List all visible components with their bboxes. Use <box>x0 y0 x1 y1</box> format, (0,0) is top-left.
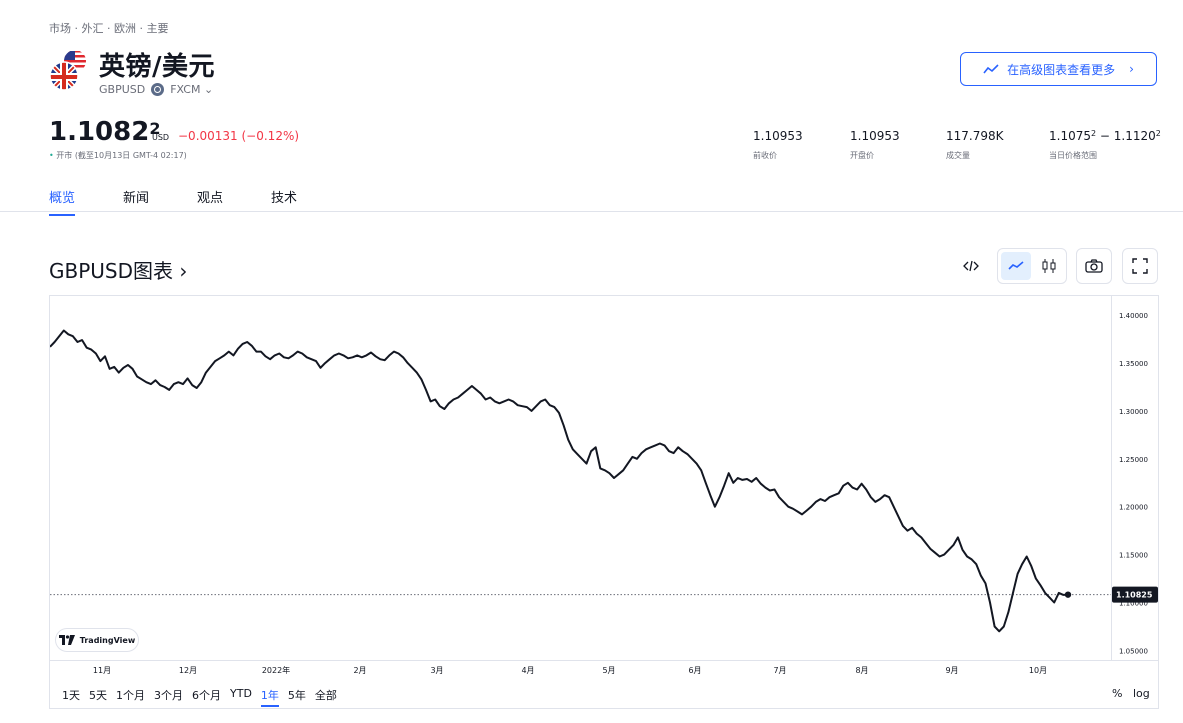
advanced-chart-button[interactable]: 在高级图表查看更多 › <box>960 52 1157 86</box>
stat-volume-value: 117.798K <box>946 129 1004 143</box>
breadcrumb[interactable]: 市场 · 外汇 · 欧洲 · 主要 <box>49 22 169 35</box>
x-tick-label: 10月 <box>1029 666 1047 675</box>
symbol-label: GBPUSD <box>99 83 146 96</box>
y-tick-label: 1.20000 <box>1119 504 1148 512</box>
y-tick-label: 1.05000 <box>1119 647 1148 655</box>
range-selector: 1天 5天 1个月 3个月 6个月 YTD 1年 5年 全部 <box>62 687 346 707</box>
x-tick-label: 11月 <box>93 666 111 675</box>
stat-day-range-label: 当日价格范围 <box>1049 151 1097 160</box>
y-tick-label: 1.25000 <box>1119 456 1148 464</box>
price-chart-svg[interactable]: 1.40000 1.35000 1.30000 1.25000 1.20000 1.150… <box>50 296 1158 708</box>
market-status: • 开市 (截至10月13日 GMT-4 02:17) <box>49 150 187 161</box>
line-chart-button[interactable] <box>1001 252 1031 280</box>
x-tick-label: 9月 <box>945 666 958 675</box>
y-tick-label: 1.35000 <box>1119 360 1148 368</box>
page-title: 英镑/美元 <box>99 52 215 82</box>
range-1y[interactable]: 1年 <box>260 687 279 707</box>
range-all[interactable]: 全部 <box>314 689 337 702</box>
fullscreen-icon <box>1132 258 1148 274</box>
x-tick-label: 2月 <box>353 666 366 675</box>
chart-section-title[interactable]: GBPUSD图表 › <box>49 259 188 283</box>
fullscreen-button[interactable] <box>1122 248 1158 284</box>
range-5y[interactable]: 5年 <box>287 689 306 702</box>
y-tick-label: 1.15000 <box>1119 552 1148 560</box>
line-chart-icon <box>1008 261 1024 270</box>
x-tick-label: 12月 <box>179 666 197 675</box>
range-3m[interactable]: 3个月 <box>154 689 183 702</box>
range-ytd[interactable]: YTD <box>230 687 252 700</box>
embed-code-icon <box>963 260 979 272</box>
price-series-line <box>50 329 1069 633</box>
x-tick-label: 3月 <box>430 666 443 675</box>
stat-prev-close-value: 1.10953 <box>753 129 803 143</box>
x-tick-label: 8月 <box>855 666 868 675</box>
source-label: FXCM <box>170 83 201 96</box>
tab-technicals[interactable]: 技术 <box>271 191 298 206</box>
range-1d[interactable]: 1天 <box>62 689 80 702</box>
tab-news[interactable]: 新闻 <box>123 191 150 206</box>
x-tick-label: 2022年 <box>262 665 290 675</box>
currency-label: USD <box>152 133 170 142</box>
x-tick-label: 6月 <box>688 666 701 675</box>
snapshot-button[interactable] <box>1076 248 1112 284</box>
price-change: −0.00131 (−0.12%) <box>178 129 300 143</box>
x-tick-label: 5月 <box>602 666 615 675</box>
embed-button[interactable] <box>953 248 989 284</box>
section-tabs: 概览 新闻 观点 技术 <box>49 187 345 216</box>
last-price: 1.10822 <box>49 117 161 147</box>
candlestick-icon <box>1042 259 1056 273</box>
percent-scale-toggle[interactable]: % <box>1112 687 1123 700</box>
tab-ideas[interactable]: 观点 <box>197 191 224 206</box>
x-tick-label: 4月 <box>521 666 534 675</box>
status-note: (截至10月13日 GMT-4 02:17) <box>74 151 187 160</box>
stat-volume-label: 成交量 <box>946 151 970 160</box>
y-tick-label: 1.40000 <box>1119 312 1148 320</box>
range-5d[interactable]: 5天 <box>89 689 107 702</box>
stat-open-label: 开盘价 <box>850 151 874 160</box>
last-value-tag <box>1112 586 1158 603</box>
stat-day-range-value: 1.10752 − 1.11202 <box>1049 129 1161 143</box>
symbol-row: GBPUSD FXCM ⌄ <box>99 83 213 96</box>
range-1m[interactable]: 1个月 <box>116 689 145 702</box>
stat-open-value: 1.10953 <box>850 129 900 143</box>
trend-line-icon <box>983 64 999 74</box>
exchange-icon <box>151 83 165 96</box>
log-scale-toggle[interactable]: log <box>1133 687 1150 700</box>
x-tick-label: 7月 <box>773 666 786 675</box>
last-value-label: 1.10825 <box>1116 591 1153 600</box>
tradingview-badge[interactable]: TradingView <box>55 628 139 652</box>
divider <box>0 211 1183 212</box>
tradingview-label: TradingView <box>79 635 136 645</box>
gbp-usd-flag-icon <box>49 51 86 91</box>
stat-prev-close-label: 前收价 <box>753 151 777 160</box>
range-6m[interactable]: 6个月 <box>192 689 221 702</box>
tab-overview[interactable]: 概览 <box>49 187 76 216</box>
y-tick-label: 1.30000 <box>1119 408 1148 416</box>
last-price-point <box>1064 591 1072 598</box>
chevron-right-icon: › <box>1129 62 1134 76</box>
candlestick-button[interactable] <box>1034 252 1064 280</box>
status-dot-icon: • <box>49 151 54 160</box>
y-tick-label: 1.10000 <box>1119 600 1148 608</box>
chart-style-switch <box>997 248 1067 284</box>
tradingview-logo-icon <box>58 635 75 645</box>
status-label: 开市 <box>56 151 73 160</box>
advanced-chart-label: 在高级图表查看更多 <box>1007 62 1116 77</box>
price-fraction: 2 <box>149 119 161 138</box>
source-selector[interactable]: FXCM ⌄ <box>170 83 213 96</box>
camera-icon <box>1085 259 1103 273</box>
price-chart[interactable]: 1.40000 1.35000 1.30000 1.25000 1.20000 1.150… <box>49 295 1159 709</box>
chevron-down-icon: ⌄ <box>203 83 214 96</box>
